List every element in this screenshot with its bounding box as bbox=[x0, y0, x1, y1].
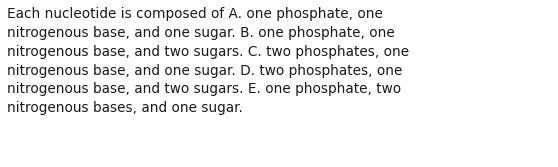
Text: Each nucleotide is composed of A. one phosphate, one
nitrogenous base, and one s: Each nucleotide is composed of A. one ph… bbox=[7, 7, 409, 115]
